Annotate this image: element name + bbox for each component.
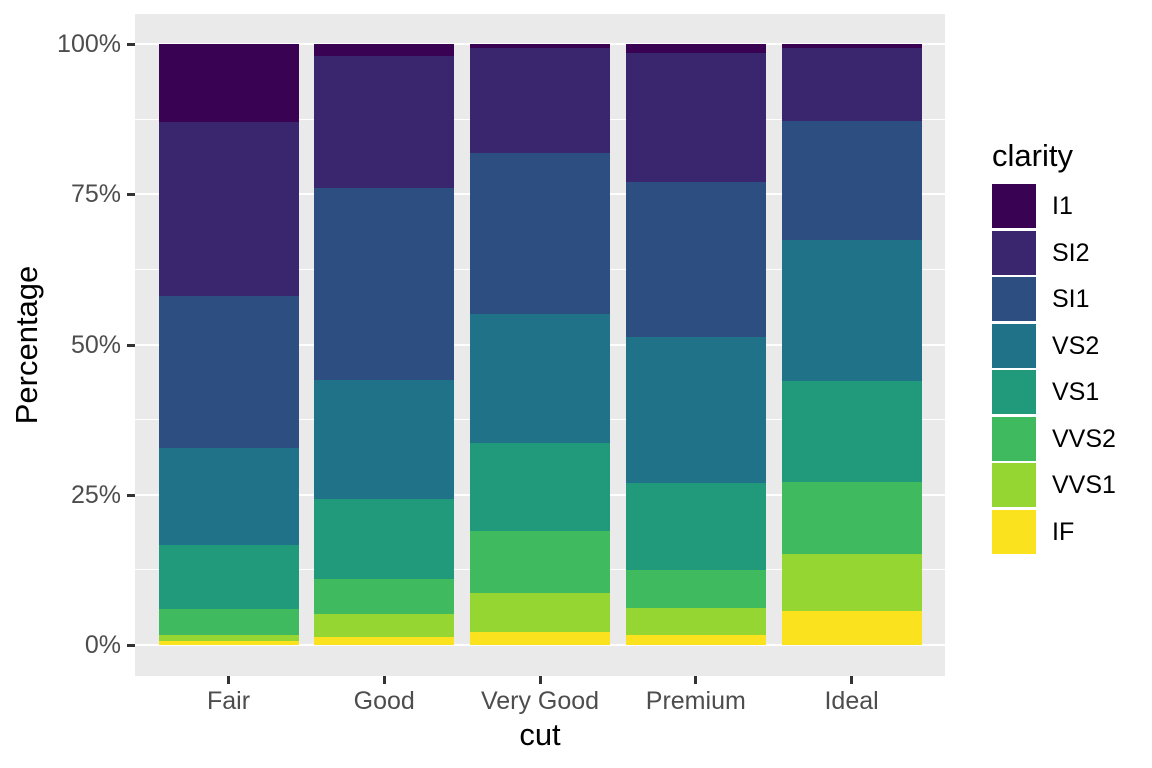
x-tick-mark (227, 676, 230, 684)
bar-segment-vs2 (314, 379, 455, 500)
legend-key-vvs2 (992, 416, 1036, 461)
bar-segment-if (470, 631, 611, 645)
bar-segment-vs1 (314, 499, 455, 579)
bar-segment-if (158, 641, 299, 645)
legend-key-i1 (992, 184, 1036, 228)
bar-segment-if (314, 636, 455, 645)
bar-segment-vs1 (625, 483, 766, 570)
legend-label-vvs2: VVS2 (1052, 424, 1116, 453)
x-tick-mark (538, 676, 542, 684)
bar-segment-vs2 (781, 240, 922, 382)
bar-segment-if (625, 634, 766, 645)
legend-label-vvs1: VVS1 (1052, 471, 1116, 499)
bar-segment-i1 (781, 44, 922, 49)
bar-fair (158, 44, 299, 645)
bar-segment-vs1 (781, 381, 922, 482)
x-tick-label: Fair (206, 687, 251, 715)
bar-segment-vvs1 (158, 634, 299, 642)
x-tick-mark (694, 676, 698, 684)
bar-segment-si2 (314, 56, 455, 189)
bar-segment-i1 (158, 44, 299, 123)
bar-segment-vs1 (158, 545, 299, 609)
y-tick-mark (127, 343, 135, 347)
bar-segment-si1 (625, 181, 766, 338)
bar-segment-vvs2 (158, 608, 299, 635)
bar-segment-vvs1 (781, 554, 922, 612)
bar-segment-si2 (158, 122, 299, 296)
legend-key-vvs1 (992, 463, 1036, 507)
x-axis-title: cut (519, 717, 561, 752)
legend-label-si1: SI1 (1052, 285, 1090, 313)
y-tick-mark (127, 43, 135, 46)
bar-premium (625, 44, 766, 645)
bar-segment-si2 (625, 53, 766, 182)
legend-label-vs2: VS2 (1052, 331, 1100, 360)
bar-segment-si2 (470, 48, 611, 153)
legend-key-si1 (992, 277, 1036, 321)
legend-title: clarity (992, 138, 1073, 173)
legend-label-vs1: VS1 (1052, 378, 1100, 406)
bar-segment-si2 (781, 48, 922, 121)
major-gridline (135, 644, 945, 646)
x-tick-mark (850, 676, 854, 684)
bar-segment-vs1 (470, 442, 611, 532)
bar-segment-i1 (470, 44, 611, 49)
bar-segment-vvs2 (470, 531, 611, 593)
legend-key-vs2 (992, 323, 1036, 368)
bar-segment-vs2 (158, 447, 299, 546)
plot-panel (135, 14, 945, 676)
legend-key-si2 (992, 230, 1036, 275)
y-tick-label: 0% (84, 631, 121, 659)
bar-segment-vvs2 (314, 578, 455, 614)
bar-segment-vvs1 (625, 607, 766, 635)
y-tick-label: 50% (70, 330, 121, 359)
bar-segment-vvs2 (781, 481, 922, 555)
y-tick-label: 100% (57, 30, 121, 58)
x-tick-label: Good (353, 687, 415, 715)
bar-segment-vs2 (625, 337, 766, 484)
bar-segment-vvs1 (470, 592, 611, 632)
y-tick-label: 25% (70, 480, 121, 509)
bar-segment-vvs1 (314, 613, 455, 637)
bar-segment-i1 (625, 44, 766, 53)
bar-segment-si1 (314, 188, 455, 380)
bar-segment-i1 (314, 44, 455, 57)
legend-label-if: IF (1052, 517, 1075, 546)
y-tick-label: 75% (70, 180, 121, 209)
bar-segment-vvs2 (625, 569, 766, 608)
y-tick-mark (127, 493, 135, 497)
bar-segment-si1 (470, 152, 611, 315)
bar-ideal (781, 44, 922, 645)
y-tick-mark (127, 644, 135, 647)
legend-label-i1: I1 (1052, 192, 1073, 220)
bar-segment-si1 (781, 120, 922, 241)
x-tick-label: Very Good (480, 687, 600, 715)
bar-very-good (470, 44, 611, 645)
bar-good (314, 44, 455, 645)
y-tick-mark (127, 193, 135, 197)
x-tick-mark (382, 676, 386, 684)
x-tick-label: Ideal (824, 687, 879, 715)
bar-segment-si1 (158, 295, 299, 448)
legend-key-vs1 (992, 370, 1036, 414)
legend-key-if (992, 509, 1036, 554)
bar-segment-if (781, 611, 922, 645)
x-tick-label: Premium (645, 687, 746, 715)
legend-label-si2: SI2 (1052, 238, 1090, 267)
bar-segment-vs2 (470, 314, 611, 443)
